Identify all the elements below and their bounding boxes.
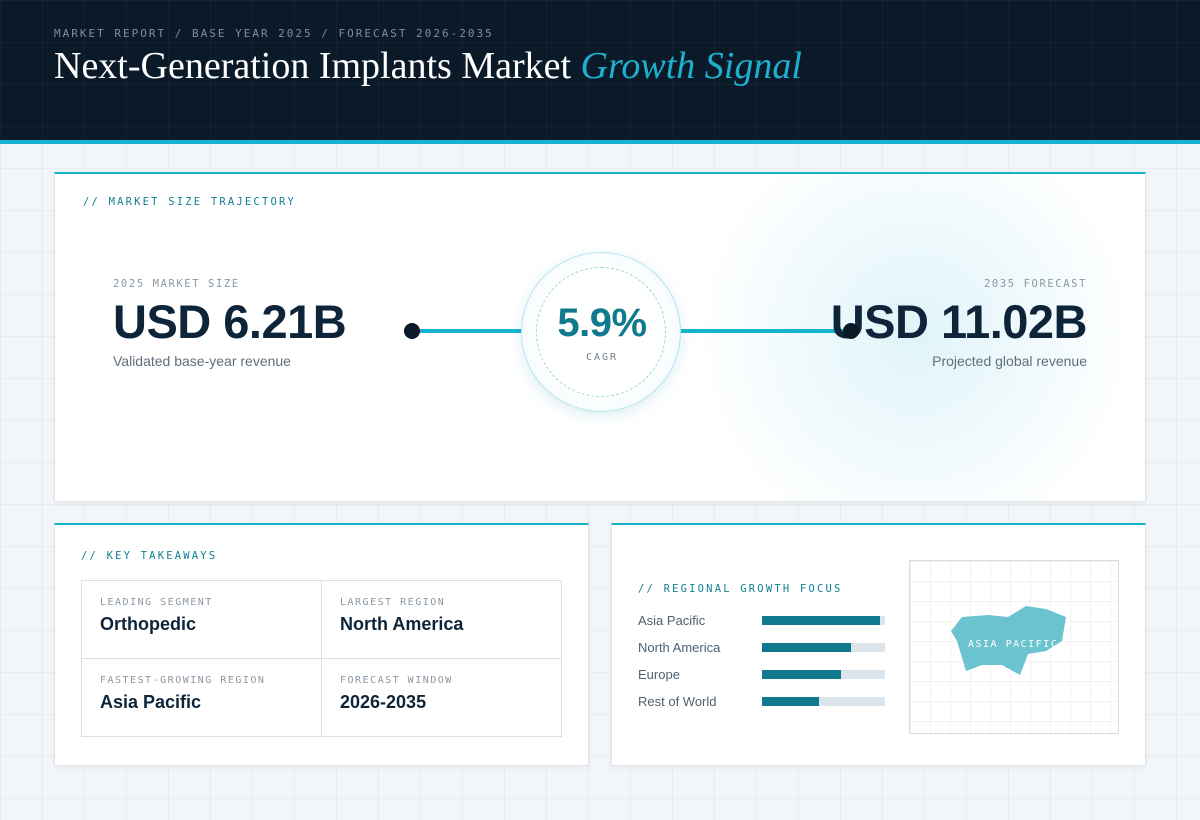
region-bar-row: Europe xyxy=(638,667,886,683)
page-title-main: Next-Generation Implants Market xyxy=(54,45,572,87)
trajectory-line-right xyxy=(665,329,851,333)
region-bar-track xyxy=(762,643,885,652)
takeaway-key: LARGEST REGION xyxy=(340,597,446,608)
page-title-accent: Growth Signal xyxy=(580,45,802,87)
trajectory-end-dot xyxy=(843,323,859,339)
region-bar-row: Asia Pacific xyxy=(638,613,886,629)
takeaways-grid: LEADING SEGMENT Orthopedic LARGEST REGIO… xyxy=(81,580,562,737)
section-label-trajectory: // MARKET SIZE TRAJECTORY xyxy=(83,196,297,208)
cagr-badge: 5.9% CAGR xyxy=(521,252,681,412)
takeaway-fastest-growing-region: FASTEST-GROWING REGION Asia Pacific xyxy=(82,659,322,737)
cagr-inner-ring: 5.9% CAGR xyxy=(536,267,666,397)
region-bar-fill xyxy=(762,670,841,679)
takeaway-value: 2026-2035 xyxy=(340,692,427,712)
end-kicker: 2035 FORECAST xyxy=(984,278,1087,290)
region-bar-fill xyxy=(762,643,851,652)
region-name: Asia Pacific xyxy=(638,613,706,628)
section-label-takeaways: // KEY TAKEAWAYS xyxy=(81,550,218,562)
takeaway-value: Asia Pacific xyxy=(100,692,202,712)
section-label-regional: // REGIONAL GROWTH FOCUS xyxy=(638,583,843,595)
region-bar-fill xyxy=(762,697,819,706)
forecast-market-size: USD 11.02B xyxy=(830,295,1088,348)
region-bar-row: North America xyxy=(638,640,886,656)
cagr-value: 5.9% xyxy=(557,301,647,345)
report-header: MARKET REPORT / BASE YEAR 2025 / FORECAS… xyxy=(0,0,1200,144)
start-kicker: 2025 MARKET SIZE xyxy=(113,278,240,290)
takeaway-key: LEADING SEGMENT xyxy=(100,597,213,608)
breadcrumb: MARKET REPORT / BASE YEAR 2025 / FORECAS… xyxy=(54,27,494,40)
asia-pacific-shape xyxy=(951,606,1066,675)
start-caption: Validated base-year revenue xyxy=(113,353,291,369)
takeaway-forecast-window: FORECAST WINDOW 2026-2035 xyxy=(322,659,562,737)
takeaway-leading-segment: LEADING SEGMENT Orthopedic xyxy=(82,581,322,659)
region-name: Rest of World xyxy=(638,694,717,709)
end-caption: Projected global revenue xyxy=(932,353,1087,369)
region-bar-track xyxy=(762,697,885,706)
takeaway-key: FORECAST WINDOW xyxy=(340,675,453,686)
market-size-trajectory-card: // MARKET SIZE TRAJECTORY 2025 MARKET SI… xyxy=(54,172,1146,502)
cagr-label: CAGR xyxy=(585,352,619,363)
region-bar-fill xyxy=(762,616,881,625)
trajectory-line-left xyxy=(419,329,529,333)
region-map: ASIA PACIFIC xyxy=(909,560,1119,734)
trajectory-start-dot xyxy=(404,323,420,339)
region-bar-track xyxy=(762,616,885,625)
region-name: North America xyxy=(638,640,721,655)
takeaway-key: FASTEST-GROWING REGION xyxy=(100,675,266,686)
takeaway-largest-region: LARGEST REGION North America xyxy=(322,581,562,659)
asia-pacific-map-icon xyxy=(951,606,1066,675)
region-bar-row: Rest of World xyxy=(638,694,886,710)
key-takeaways-card: // KEY TAKEAWAYS LEADING SEGMENT Orthope… xyxy=(54,523,589,766)
takeaway-value: Orthopedic xyxy=(100,614,197,634)
background-glow xyxy=(695,174,1135,501)
start-market-size: USD 6.21B xyxy=(113,295,347,348)
map-region-label: ASIA PACIFIC xyxy=(968,639,1059,650)
regional-growth-card: // REGIONAL GROWTH FOCUS Asia Pacific No… xyxy=(611,523,1146,766)
page-title: Next-Generation Implants Market Growth S… xyxy=(54,44,802,88)
region-bar-track xyxy=(762,670,885,679)
takeaway-value: North America xyxy=(340,614,464,634)
region-name: Europe xyxy=(638,667,680,682)
